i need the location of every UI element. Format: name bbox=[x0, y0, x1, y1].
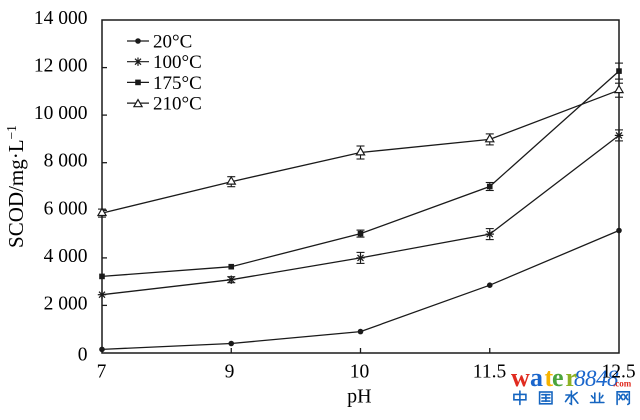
svg-text:e: e bbox=[552, 363, 563, 392]
svg-text:11.5: 11.5 bbox=[473, 362, 506, 383]
svg-text:100°C: 100°C bbox=[153, 52, 202, 73]
svg-text:8 000: 8 000 bbox=[44, 151, 88, 172]
svg-text:.com: .com bbox=[613, 379, 632, 389]
svg-text:9: 9 bbox=[225, 362, 235, 383]
svg-text:4 000: 4 000 bbox=[44, 246, 88, 267]
svg-text:12.5: 12.5 bbox=[601, 362, 635, 383]
svg-text:10: 10 bbox=[350, 362, 370, 383]
svg-text:r: r bbox=[566, 363, 577, 392]
svg-text:6 000: 6 000 bbox=[44, 198, 88, 219]
svg-text:pH: pH bbox=[347, 386, 371, 408]
svg-text:10 000: 10 000 bbox=[34, 103, 88, 124]
svg-text:2 000: 2 000 bbox=[44, 293, 88, 314]
svg-text:14 000: 14 000 bbox=[34, 8, 88, 29]
svg-text:12 000: 12 000 bbox=[34, 56, 88, 77]
svg-text:7: 7 bbox=[97, 362, 107, 383]
svg-text:0: 0 bbox=[78, 345, 88, 366]
svg-text:SCOD/mg·L−1: SCOD/mg·L−1 bbox=[4, 125, 29, 248]
svg-text:210°C: 210°C bbox=[153, 94, 202, 115]
svg-text:175°C: 175°C bbox=[153, 73, 202, 94]
svg-text:t: t bbox=[545, 363, 554, 392]
svg-text:20°C: 20°C bbox=[153, 32, 192, 53]
svg-text:8848: 8848 bbox=[574, 366, 619, 391]
svg-text:a: a bbox=[530, 363, 543, 392]
svg-text:w: w bbox=[511, 363, 530, 392]
